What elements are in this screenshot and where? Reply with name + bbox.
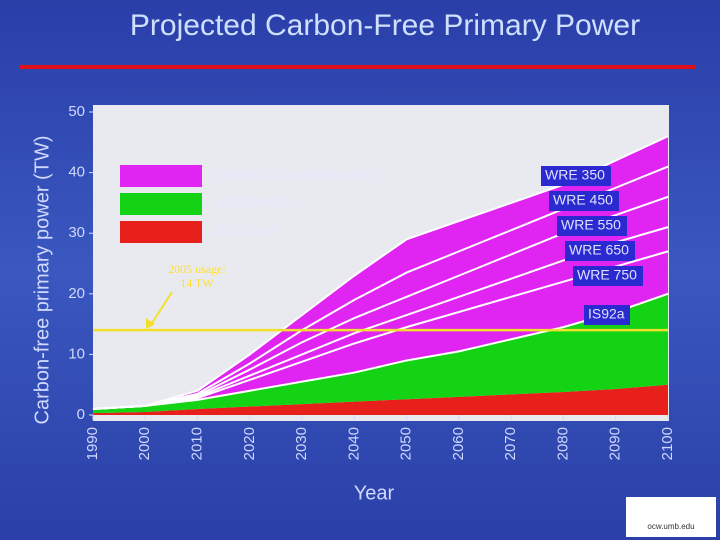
scenario-label: WRE 450 bbox=[553, 192, 613, 208]
reference-label: 2005 usage: bbox=[168, 262, 226, 276]
y-tick-label: 20 bbox=[68, 285, 85, 302]
legend-label: NUCLEAR bbox=[212, 223, 279, 239]
y-tick-label: 40 bbox=[68, 164, 85, 181]
legend-swatch bbox=[120, 221, 202, 243]
scenario-label-box bbox=[557, 216, 627, 236]
y-tick-label: 50 bbox=[68, 103, 85, 120]
scenario-label-box bbox=[565, 241, 635, 261]
area bbox=[93, 136, 668, 409]
legend-swatch bbox=[120, 193, 202, 215]
legend-label: RENEWABLE bbox=[212, 195, 299, 211]
x-tick-label: 2060 bbox=[450, 427, 467, 460]
y-axis-title: Carbon-free primary power (TW) bbox=[31, 136, 53, 425]
x-tick-label: 2100 bbox=[659, 427, 676, 460]
scenario-label: WRE 550 bbox=[561, 217, 621, 233]
legend-label: GENERIC CARBON-FREE bbox=[212, 167, 382, 183]
x-axis-title: Year bbox=[354, 482, 395, 504]
x-tick-label: 2090 bbox=[607, 427, 624, 460]
x-tick-label: 2050 bbox=[398, 427, 415, 460]
scenario-label-box bbox=[541, 166, 611, 186]
scenario-line bbox=[92, 292, 669, 410]
scenario-label: WRE 750 bbox=[577, 267, 637, 283]
x-tick-label: 2040 bbox=[345, 427, 362, 460]
x-tick-label: 2030 bbox=[293, 427, 310, 460]
reference-arrowhead bbox=[146, 318, 155, 330]
credit: ocw.umb.edu bbox=[647, 522, 694, 531]
scenario-label-box bbox=[549, 191, 619, 211]
x-tick-label: 1990 bbox=[84, 427, 101, 460]
legend-swatch bbox=[120, 165, 202, 187]
area bbox=[93, 384, 668, 415]
scenario-label: WRE 650 bbox=[569, 242, 629, 258]
y-tick-label: 10 bbox=[68, 345, 85, 362]
scenario-label-box bbox=[584, 305, 630, 325]
x-tick-label: 2010 bbox=[189, 427, 206, 460]
x-tick-label: 2020 bbox=[241, 427, 258, 460]
scenario-line bbox=[92, 250, 669, 410]
scenario-label-box bbox=[573, 266, 643, 286]
scenario-label: WRE 350 bbox=[545, 167, 605, 183]
x-tick-label: 2080 bbox=[554, 427, 571, 460]
x-tick-label: 2000 bbox=[136, 427, 153, 460]
credit-box bbox=[626, 497, 716, 537]
y-tick-label: 0 bbox=[77, 406, 85, 423]
reference-value: 14 TW bbox=[180, 276, 214, 290]
x-tick-label: 2070 bbox=[502, 427, 519, 460]
area bbox=[93, 293, 668, 414]
slide-title: Projected Carbon-Free Primary Power bbox=[130, 9, 640, 42]
scenario-label: IS92a bbox=[588, 306, 625, 322]
y-tick-label: 30 bbox=[68, 224, 85, 241]
reference-arrow bbox=[149, 291, 173, 327]
